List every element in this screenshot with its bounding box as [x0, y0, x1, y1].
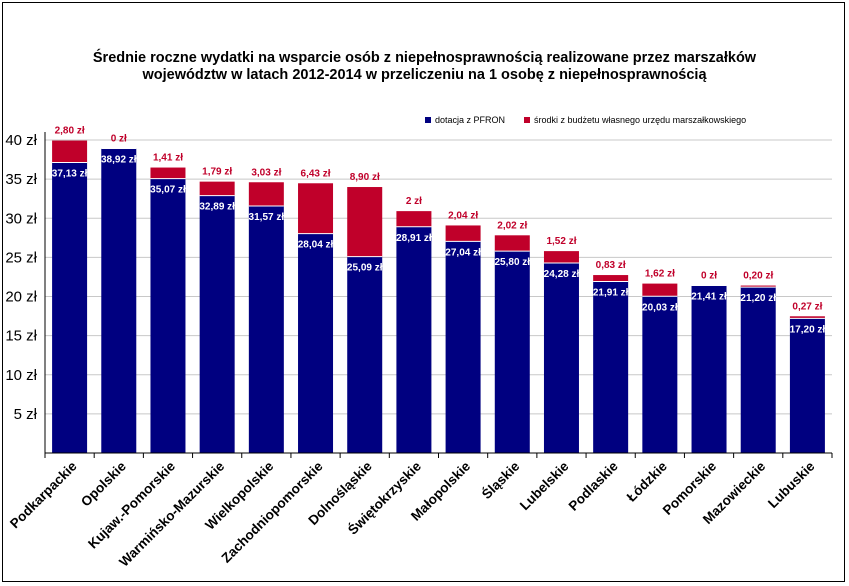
legend: dotacja z PFRON środki z budżetu własnego…: [425, 115, 746, 125]
own-budget-value-label: 6,43 zł: [301, 168, 331, 179]
bar-pfron: [248, 205, 284, 453]
own-budget-value-label: 3,03 zł: [251, 167, 281, 178]
bar-pfron: [740, 287, 776, 453]
y-tick-label: 10 zł: [5, 367, 37, 384]
pfron-value-label: 28,04 zł: [298, 240, 334, 251]
legend-label-own-budget: środki z budżetu własnego urzędu marszał…: [534, 115, 746, 125]
bar-pfron: [445, 241, 481, 453]
pfron-value-label: 25,80 zł: [494, 257, 530, 268]
pfron-value-label: 27,04 zł: [445, 247, 481, 258]
y-tick-label: 35 zł: [5, 171, 37, 188]
bar-pfron: [543, 263, 579, 453]
bar-own-budget: [199, 181, 235, 196]
category-label: Podlaskie: [566, 458, 622, 514]
bar-pfron: [199, 195, 235, 454]
legend-label-pfron: dotacja z PFRON: [435, 115, 505, 125]
pfron-value-label: 24,28 zł: [544, 269, 580, 280]
pfron-value-label: 21,20 zł: [740, 293, 776, 304]
bar-own-budget: [347, 187, 383, 257]
bar-own-budget: [593, 275, 629, 282]
bar-pfron: [789, 318, 825, 453]
chart-title-line-2: województw w latach 2012-2014 w przelicz…: [142, 67, 707, 83]
category-label: Łódzkie: [624, 458, 670, 504]
pfron-value-label: 37,13 zł: [52, 168, 88, 179]
category-label: Opolskie: [78, 458, 129, 509]
own-budget-value-label: 2,02 zł: [497, 220, 527, 231]
pfron-value-label: 20,03 zł: [642, 302, 678, 313]
category-label: Kujaw.-Pomorskie: [85, 458, 178, 551]
chart-title: Średnie roczne wydatki na wsparcie osób …: [0, 50, 849, 84]
bar-own-budget: [396, 211, 432, 227]
own-budget-value-label: 0 zł: [701, 270, 717, 281]
bar-pfron: [101, 148, 137, 454]
y-tick-label: 20 zł: [5, 289, 37, 306]
bar-own-budget: [789, 316, 825, 319]
own-budget-value-label: 1,79 zł: [202, 167, 232, 178]
y-tick-label: 40 zł: [5, 132, 37, 149]
y-tick-label: 25 zł: [5, 249, 37, 266]
category-label: Podkarpackie: [7, 458, 80, 531]
bar-pfron: [642, 296, 678, 453]
chart-title-line-1: Średnie roczne wydatki na wsparcie osób …: [92, 50, 757, 66]
own-budget-value-label: 1,41 zł: [153, 153, 183, 164]
pfron-value-label: 35,07 zł: [150, 185, 186, 196]
category-label: Lubuskie: [765, 458, 818, 511]
pfron-value-label: 28,91 zł: [396, 233, 432, 244]
pfron-value-label: 21,91 zł: [593, 288, 629, 299]
y-tick-label: 15 zł: [5, 328, 37, 345]
bar-own-budget: [642, 283, 678, 297]
y-axis-ticks: 5 zł 10 zł 15 zł 20 zł 25 zł 30 zł 35 zł 40 zł: [5, 132, 37, 423]
value-labels: 37,13 zł 2,80 zł 38,92 zł 0 zł 35,07 zł 1,41 …: [52, 126, 826, 336]
bar-own-budget: [248, 182, 284, 206]
category-label: Lubelskie: [517, 458, 572, 513]
own-budget-value-label: 1,62 zł: [645, 269, 675, 280]
legend-swatch-own-budget: [524, 117, 530, 123]
bar-own-budget: [298, 183, 334, 234]
bar-pfron: [298, 233, 334, 453]
bar-own-budget: [494, 235, 530, 252]
x-axis-labels: PodkarpackieOpolskieKujaw.-PomorskieWarm…: [7, 458, 818, 569]
bar-pfron: [593, 281, 629, 453]
own-budget-value-label: 2,04 zł: [448, 210, 478, 221]
bar-own-budget: [150, 167, 186, 179]
own-budget-value-label: 2 zł: [406, 196, 422, 207]
bar-own-budget: [52, 140, 88, 163]
own-budget-value-label: 0 zł: [111, 133, 127, 144]
bar-own-budget: [445, 225, 481, 242]
bar-pfron: [347, 256, 383, 453]
category-label: Śląskie: [479, 458, 523, 502]
own-budget-value-label: 2,80 zł: [55, 126, 85, 137]
pfron-value-label: 32,89 zł: [199, 202, 235, 213]
own-budget-value-label: 0,83 zł: [596, 260, 626, 271]
pfron-value-label: 21,41 zł: [691, 291, 727, 302]
bar-pfron: [396, 226, 432, 453]
axes: [44, 132, 833, 458]
y-tick-label: 5 zł: [14, 406, 38, 423]
legend-swatch-pfron: [425, 117, 431, 123]
own-budget-value-label: 0,27 zł: [792, 301, 822, 312]
own-budget-value-label: 0,20 zł: [743, 271, 773, 282]
pfron-value-label: 38,92 zł: [101, 154, 137, 165]
pfron-value-label: 17,20 zł: [790, 324, 826, 335]
own-budget-value-label: 1,52 zł: [546, 236, 576, 247]
bar-own-budget: [740, 285, 776, 288]
bar-pfron: [494, 251, 530, 453]
pfron-value-label: 31,57 zł: [249, 212, 285, 223]
bars: [52, 140, 825, 454]
pfron-value-label: 25,09 zł: [347, 263, 383, 274]
bar-own-budget: [543, 251, 579, 264]
y-tick-label: 30 zł: [5, 210, 37, 227]
bar-pfron: [52, 162, 88, 453]
own-budget-value-label: 8,90 zł: [350, 172, 380, 183]
bar-pfron: [691, 285, 727, 453]
bar-pfron: [150, 178, 186, 453]
